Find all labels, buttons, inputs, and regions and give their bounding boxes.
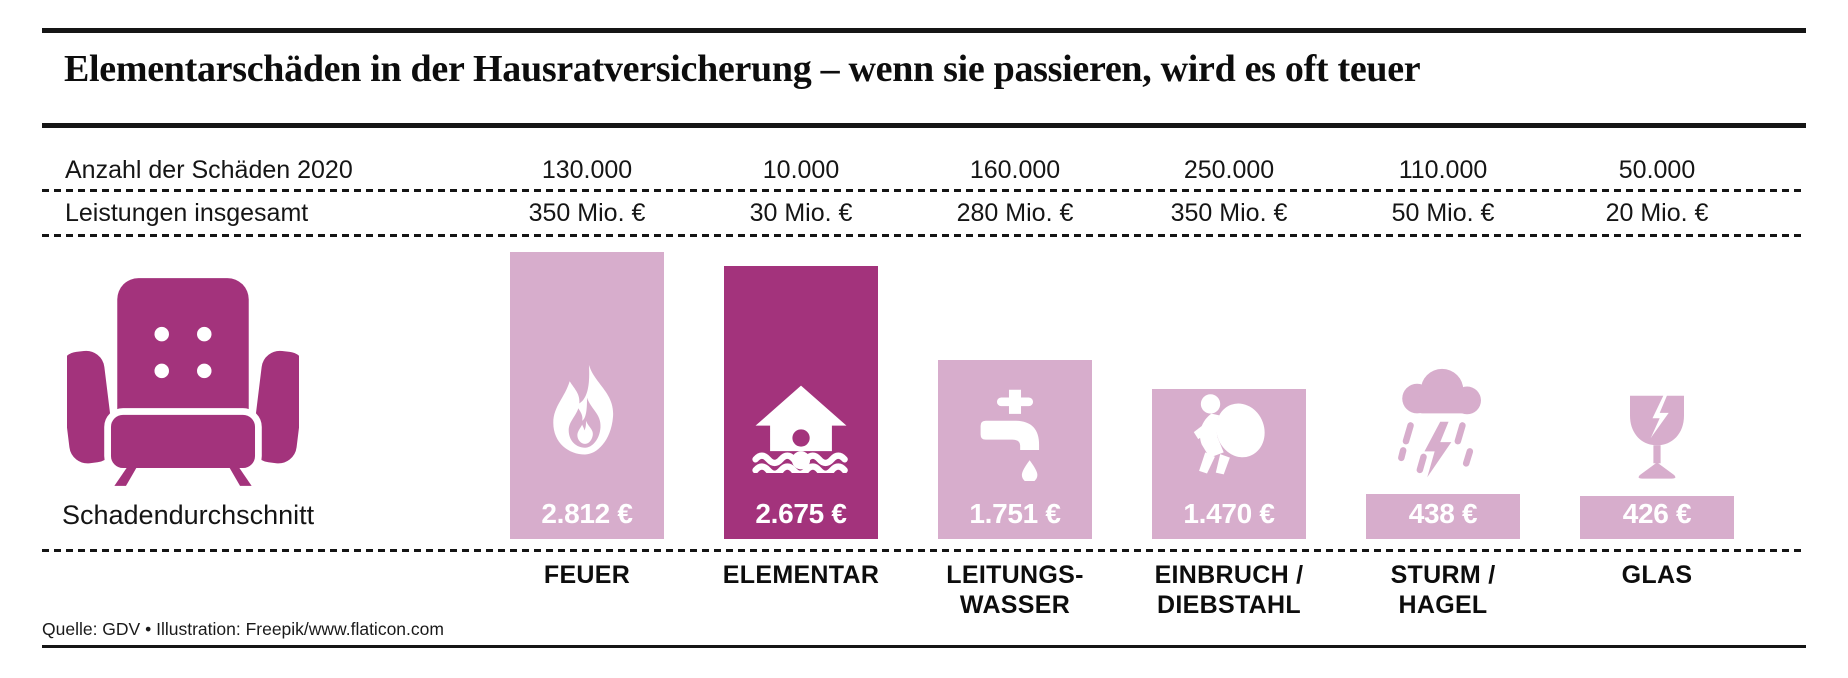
leistungen-value: 350 Mio. €	[528, 199, 646, 227]
top-divider	[42, 28, 1806, 33]
bar-column-glas: 426 €	[1580, 394, 1734, 539]
dashed-divider	[42, 549, 1806, 552]
row-anzahl-label: Anzahl der Schäden 2020	[65, 156, 353, 184]
armchair-icon	[67, 278, 299, 486]
category-label-einbruch: EINBRUCH / DIEBSTAHL	[1119, 560, 1339, 620]
water-tap-icon	[980, 389, 1040, 481]
bar-value: 438 €	[1408, 498, 1478, 529]
bar-value: 426 €	[1622, 498, 1692, 529]
category-line: FEUER	[543, 561, 631, 589]
category-line: GLAS	[1621, 561, 1693, 589]
leistungen-value: 280 Mio. €	[956, 199, 1074, 227]
category-label-elementar: ELEMENTAR	[691, 560, 911, 590]
category-label-sturm: STURM / HAGEL	[1333, 560, 1553, 620]
row-anzahl: Anzahl der Schäden 2020 130.000 10.000 1…	[0, 155, 1848, 189]
category-line: LEITUNGS-	[946, 561, 1084, 589]
bar-value: 2.812 €	[541, 498, 633, 529]
anzahl-value: 160.000	[969, 156, 1061, 184]
anzahl-value: 10.000	[762, 156, 840, 184]
category-line: WASSER	[959, 591, 1071, 619]
bar-leitungswasser: 1.751 €	[938, 360, 1092, 539]
category-line: STURM /	[1390, 561, 1496, 589]
bar-chart: Schadendurchschnitt 2.812 € 2.675	[0, 237, 1848, 550]
leistungen-value: 350 Mio. €	[1170, 199, 1288, 227]
category-line: EINBRUCH /	[1154, 561, 1304, 589]
title-divider	[42, 123, 1806, 128]
bar-feuer: 2.812 €	[510, 252, 664, 539]
fire-icon	[553, 364, 614, 455]
bar-value: 2.675 €	[755, 498, 847, 529]
bar-column-elementar: 2.675 €	[724, 266, 878, 539]
source-credit: Quelle: GDV • Illustration: Freepik/www.…	[42, 619, 444, 639]
anzahl-value: 250.000	[1183, 156, 1275, 184]
bar-column-leitungswasser: 1.751 €	[938, 360, 1092, 539]
leistungen-value: 50 Mio. €	[1391, 199, 1495, 227]
anzahl-value: 130.000	[541, 156, 633, 184]
bar-value: 1.470 €	[1183, 498, 1275, 529]
bar-sturm: 438 €	[1366, 494, 1520, 539]
flooded-house-icon	[752, 385, 848, 473]
bar-column-einbruch: 1.470 €	[1152, 389, 1306, 539]
bar-column-feuer: 2.812 €	[510, 252, 664, 539]
average-label: Schadendurchschnitt	[62, 500, 315, 530]
row-leistungen: Leistungen insgesamt 350 Mio. € 30 Mio. …	[0, 198, 1848, 232]
bottom-divider	[42, 645, 1806, 648]
leistungen-value: 20 Mio. €	[1605, 199, 1709, 227]
bar-value: 1.751 €	[969, 498, 1061, 529]
dashed-divider	[42, 234, 1806, 237]
page-title: Elementarschäden in der Hausratversicher…	[64, 48, 1421, 90]
category-line: DIEBSTAHL	[1157, 591, 1301, 619]
broken-glass-icon	[1630, 395, 1684, 479]
row-leistungen-label: Leistungen insgesamt	[65, 199, 309, 227]
bar-elementar: 2.675 €	[724, 266, 878, 539]
category-line: HAGEL	[1398, 591, 1488, 619]
category-label-glas: GLAS	[1547, 560, 1767, 590]
bar-glas: 426 €	[1580, 496, 1734, 539]
category-label-leitungswasser: LEITUNGS- WASSER	[905, 560, 1125, 620]
bar-einbruch: 1.470 €	[1152, 389, 1306, 539]
category-label-feuer: FEUER	[477, 560, 697, 590]
anzahl-value: 50.000	[1618, 156, 1696, 184]
storm-cloud-icon	[1398, 368, 1481, 478]
anzahl-value: 110.000	[1398, 156, 1488, 184]
leistungen-value: 30 Mio. €	[749, 199, 853, 227]
category-line: ELEMENTAR	[722, 561, 880, 589]
burglar-icon	[1193, 394, 1265, 475]
bar-column-sturm: 438 €	[1366, 368, 1520, 539]
dashed-divider	[42, 189, 1806, 192]
